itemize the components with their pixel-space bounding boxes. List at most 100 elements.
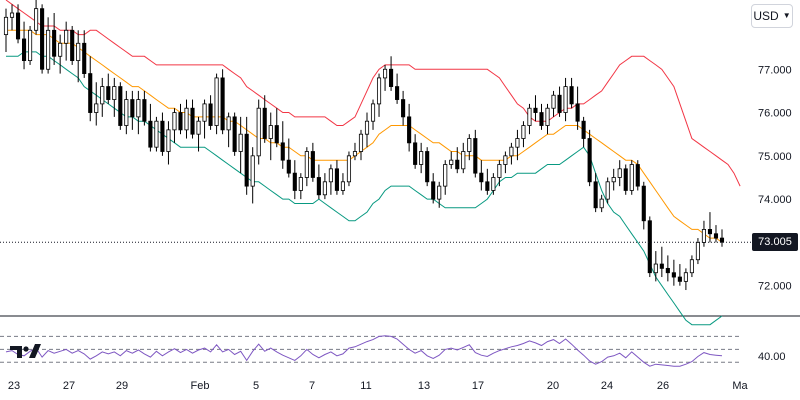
candle-body [112, 86, 117, 100]
candle-body [100, 86, 105, 105]
tradingview-logo[interactable] [10, 344, 41, 358]
candle-body [521, 125, 526, 139]
candle-body [581, 120, 586, 139]
rsi-pane [0, 335, 740, 367]
candle-body [298, 177, 303, 191]
candle-body [334, 168, 339, 191]
candle-body [268, 125, 273, 139]
candle-body [641, 185, 646, 222]
candle-body [148, 120, 153, 148]
candle-body [665, 267, 670, 274]
band-middle-line [6, 29, 723, 243]
candle-body [172, 112, 177, 131]
x-tick-label: 11 [360, 380, 371, 392]
candle-body [40, 8, 45, 70]
candle-body [491, 177, 496, 191]
candle-body [527, 107, 532, 126]
candle-body [34, 8, 39, 31]
candle-body [587, 138, 592, 183]
candle-body [605, 181, 610, 200]
candle-body [358, 133, 364, 152]
y-tick-label: 77.000 [758, 64, 792, 76]
candle-body [551, 94, 556, 109]
candle-body [3, 16, 9, 36]
candlestick-series [3, 0, 725, 291]
y-tick-label: 74.000 [758, 194, 792, 206]
candle-body [659, 263, 664, 269]
candle-body [328, 168, 333, 183]
currency-selector-button[interactable]: USD ▼ [751, 4, 793, 28]
candle-body [346, 155, 352, 183]
candle-body [539, 112, 544, 126]
y-tick-label: 72.000 [758, 281, 792, 293]
candle-body [310, 151, 315, 178]
candle-body [719, 237, 725, 243]
candle-body [599, 198, 604, 209]
bollinger-bands [5, 0, 741, 326]
candle-body [647, 220, 652, 274]
candle-body [443, 164, 448, 187]
candle-body [629, 164, 634, 191]
candle-body [473, 138, 478, 174]
candle-body [395, 86, 400, 100]
x-tick-label: 24 [601, 380, 613, 392]
candle-body [76, 42, 81, 62]
candle-body [28, 29, 33, 62]
candle-body [370, 103, 376, 122]
candle-body [154, 120, 159, 148]
candle-body [166, 129, 171, 152]
candle-body [184, 107, 189, 131]
x-tick-label: 29 [116, 380, 128, 392]
candle-body [413, 142, 418, 165]
last-price-label: 73.005 [752, 233, 798, 252]
candle-body [208, 103, 213, 126]
candle-body [389, 68, 394, 87]
candle-body [262, 107, 267, 139]
x-tick-label: 23 [8, 380, 20, 392]
chevron-down-icon: ▼ [782, 11, 791, 20]
candle-body [220, 77, 225, 131]
candle-body [425, 151, 430, 183]
rsi-tick-label: 40.00 [758, 351, 786, 363]
x-tick-label: 13 [418, 380, 430, 392]
x-tick-label: 7 [309, 380, 315, 392]
candle-body [509, 146, 514, 157]
candle-body [304, 151, 309, 178]
candle-body [202, 103, 207, 122]
candle-body [250, 155, 255, 187]
candle-body [701, 229, 707, 243]
candle-body [695, 242, 700, 261]
candle-body [497, 164, 502, 178]
candle-body [226, 116, 231, 131]
candle-body [437, 185, 442, 200]
candle-body [575, 103, 580, 122]
y-tick-label: 76.000 [758, 108, 792, 120]
band-upper-line [5, 0, 741, 187]
candle-body [190, 107, 195, 135]
candle-body [515, 138, 520, 148]
candle-body [286, 159, 291, 174]
candle-body [124, 99, 129, 126]
candle-body [455, 159, 460, 170]
candle-body [677, 276, 682, 282]
candle-body [401, 99, 406, 118]
candle-body [545, 107, 550, 126]
axes: 72.00073.00074.00075.00076.00077.00040.0… [8, 64, 792, 392]
x-tick-label: 26 [657, 380, 669, 392]
x-tick-label: 20 [547, 380, 559, 392]
candle-body [623, 168, 628, 191]
candle-body [232, 116, 237, 152]
candle-body [713, 233, 719, 239]
candle-body [292, 172, 297, 191]
candle-body [160, 120, 165, 152]
candle-body [70, 29, 75, 62]
candle-body [82, 42, 87, 74]
candle-body [238, 133, 243, 152]
candle-body [21, 38, 27, 62]
candle-body [9, 12, 15, 18]
x-tick-label: Feb [191, 380, 210, 392]
candle-body [461, 151, 466, 170]
candle-body [280, 142, 285, 161]
candle-body [593, 181, 598, 209]
